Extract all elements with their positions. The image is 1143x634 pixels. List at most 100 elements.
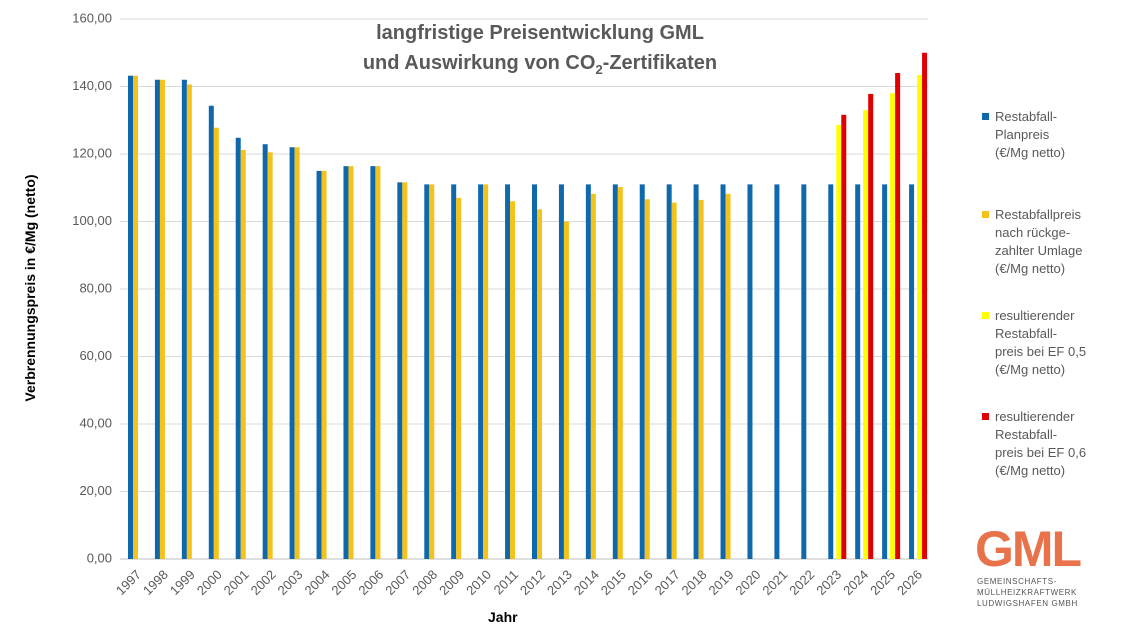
bar (537, 209, 542, 559)
x-axis-title: Jahr (488, 609, 518, 625)
legend-label: Restabfall- Planpreis (€/Mg netto) (995, 109, 1066, 160)
bar (451, 184, 457, 559)
bar (321, 170, 327, 559)
bar (505, 184, 511, 559)
x-tick-label: 2022 (786, 567, 817, 598)
bar (895, 73, 901, 559)
bar (890, 93, 896, 559)
y-tick-label: 60,00 (79, 348, 112, 363)
y-tick-label: 80,00 (79, 280, 112, 295)
chart-subtitle: und Auswirkung von CO2-Zertifikaten (300, 52, 780, 77)
x-tick-label: 2026 (894, 567, 925, 598)
bar (262, 144, 268, 559)
bar (644, 199, 650, 559)
bar (159, 79, 165, 559)
chart-title: langfristige Preisentwicklung GML (376, 22, 704, 44)
x-tick-label: 2025 (867, 567, 898, 598)
bar (478, 184, 484, 559)
bar (128, 75, 133, 559)
bar (343, 166, 349, 559)
bar (617, 187, 623, 559)
x-tick-label: 1997 (113, 567, 144, 598)
x-tick-label: 2003 (275, 567, 306, 598)
x-tick-label: 2024 (840, 567, 871, 598)
x-tick-label: 2004 (301, 567, 332, 598)
bar (585, 184, 591, 559)
bar (855, 184, 861, 559)
x-tick-label: 1998 (140, 567, 171, 598)
bar (590, 193, 596, 559)
bar (240, 149, 246, 559)
bar (693, 184, 699, 559)
x-tick-label: 2015 (598, 567, 629, 598)
bar (725, 193, 731, 559)
x-tick-label: 2000 (194, 567, 225, 598)
legend-label: resultierender Restabfall- preis bei EF … (995, 409, 1087, 478)
x-tick-label: 1999 (167, 567, 198, 598)
bar (289, 147, 295, 559)
y-tick-label: 120,00 (72, 145, 112, 160)
x-tick-label: 2023 (813, 567, 844, 598)
y-tick-label: 20,00 (79, 483, 112, 498)
x-tick-label: 2010 (463, 567, 494, 598)
bar (698, 199, 704, 559)
x-tick-label: 2009 (436, 567, 467, 598)
bar (863, 110, 869, 559)
bar (424, 184, 430, 559)
x-tick-label: 2016 (625, 567, 656, 598)
bar (639, 184, 645, 559)
bar (558, 184, 564, 559)
x-tick-label: 2006 (355, 567, 386, 598)
bar (370, 166, 376, 559)
legend-swatch (982, 413, 989, 420)
legend-swatch (982, 113, 989, 120)
bar (154, 79, 160, 559)
bar (483, 184, 489, 559)
legend-swatch (982, 211, 989, 218)
bar (868, 93, 874, 560)
x-tick-label: 2019 (705, 567, 736, 598)
x-tick-label: 2002 (248, 567, 279, 598)
bar (402, 182, 408, 559)
x-tick-label: 2001 (221, 567, 252, 598)
x-tick-label: 2018 (679, 567, 710, 598)
legend-label: Restabfallpreis nach rückge- zahlter Uml… (995, 207, 1083, 276)
bar (836, 124, 842, 559)
x-tick-label: 2013 (544, 567, 575, 598)
x-tick-label: 2005 (328, 567, 359, 598)
bar (456, 197, 462, 559)
bar (213, 127, 219, 560)
subtitle-subscript: 2 (595, 62, 603, 77)
bar (429, 184, 435, 559)
bar (747, 184, 753, 559)
x-tick-label: 2014 (571, 567, 602, 598)
bar (774, 184, 780, 559)
subtitle-part: -Zertifikaten (602, 52, 718, 74)
x-tick-label: 2012 (517, 567, 548, 598)
y-tick-label: 0,00 (87, 550, 112, 565)
x-tick-label: 2008 (409, 567, 440, 598)
bar (133, 75, 138, 559)
bar (922, 52, 928, 559)
bar (671, 202, 677, 559)
y-tick-label: 160,00 (72, 10, 112, 25)
x-tick-label: 2017 (652, 567, 683, 598)
bar (882, 184, 888, 559)
bar (666, 184, 672, 559)
y-axis-title: Verbrennungspreis in €/Mg (netto) (22, 174, 38, 402)
bar (841, 114, 847, 559)
x-tick-label: 2011 (491, 567, 521, 597)
bar (186, 84, 192, 559)
bar (316, 170, 322, 559)
bar (348, 166, 354, 559)
bar (801, 184, 807, 559)
legend-label: resultierender Restabfall- preis bei EF … (995, 308, 1087, 377)
bar (909, 184, 915, 559)
bar (612, 184, 618, 559)
y-tick-label: 40,00 (79, 415, 112, 430)
legend-swatch (982, 312, 989, 319)
bar (294, 147, 300, 559)
bar (375, 166, 381, 559)
